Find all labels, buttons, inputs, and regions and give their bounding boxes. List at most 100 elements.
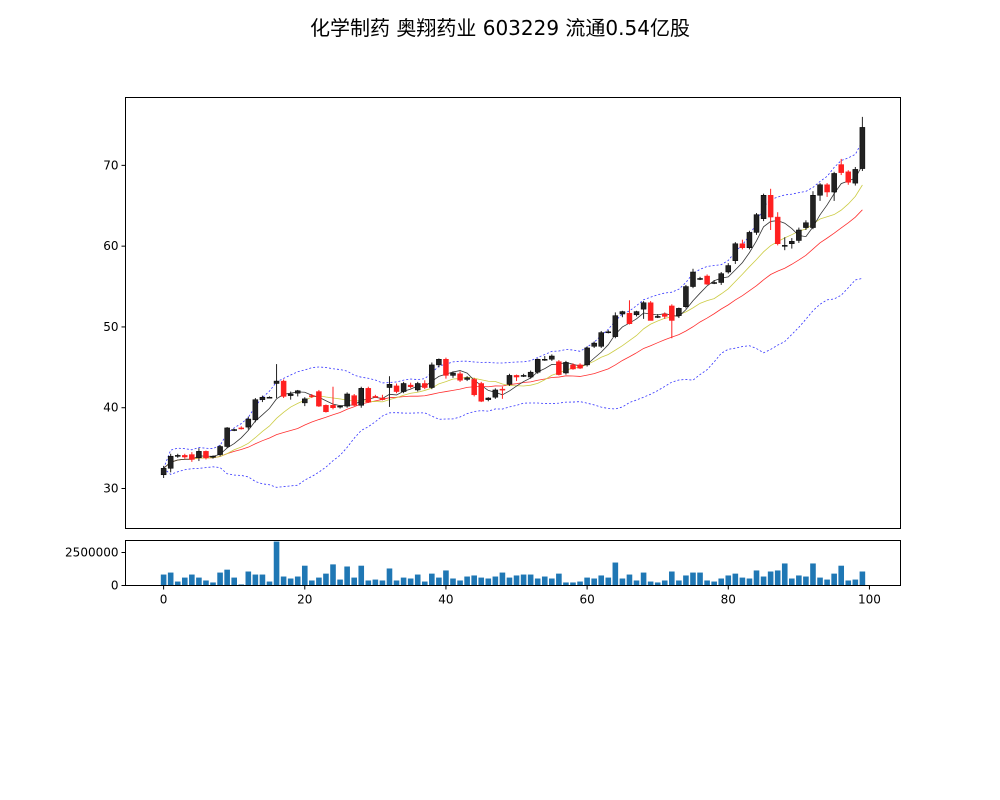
y-tick-label: 60 [103, 239, 118, 253]
candle-body [464, 377, 470, 380]
candle-body [231, 429, 237, 431]
candle-body [457, 373, 463, 381]
candle-body [203, 451, 209, 459]
candle-body [626, 312, 633, 324]
volume-bar [640, 572, 647, 586]
volume-bar [690, 572, 696, 586]
volume-bar [287, 578, 294, 586]
volume-bar [294, 576, 301, 586]
candle-body [358, 388, 364, 406]
volume-bar [584, 577, 590, 586]
candle-body [859, 127, 866, 169]
candle-body [662, 313, 668, 317]
volume-bar [316, 577, 322, 586]
volume-tick-label: 0 [111, 579, 119, 593]
candle-body [245, 418, 252, 428]
candle-body [224, 427, 230, 447]
volume-bar [372, 579, 379, 586]
volume-bar [704, 580, 710, 586]
candle-body [266, 396, 273, 399]
volume-bar [633, 580, 640, 586]
volume-bar [739, 577, 746, 586]
candle-body [697, 278, 703, 280]
candle-body [732, 243, 739, 261]
volume-bar [796, 575, 802, 586]
volume-bar [485, 578, 492, 586]
price-axes-frame [125, 97, 901, 529]
volume-bar [344, 566, 350, 586]
boll-lower-line [163, 278, 863, 488]
candle-body [273, 380, 280, 384]
candle-body [640, 302, 647, 310]
candle-body [400, 383, 407, 392]
ma5-line [163, 164, 863, 469]
volume-bar [506, 577, 513, 586]
x-tick-label: 100 [858, 593, 881, 607]
volume-bar [661, 580, 668, 586]
x-tick-label: 0 [160, 593, 168, 607]
volume-axes-frame [125, 540, 901, 586]
candle-body [174, 455, 181, 457]
volume-bar [196, 577, 202, 586]
candle-body [520, 375, 527, 377]
volume-bar [838, 565, 845, 586]
volume-bar [760, 576, 767, 586]
volume-bar [676, 580, 682, 586]
candle-body [725, 265, 732, 273]
volume-bar [386, 568, 393, 586]
candle-body [337, 405, 343, 408]
y-tick-label: 40 [103, 401, 118, 415]
volume-bar [725, 575, 732, 586]
volume-bar [810, 563, 816, 586]
volume-bar [591, 578, 597, 586]
volume-bar [203, 580, 209, 586]
volume-bar [330, 564, 336, 586]
volume-bar [492, 576, 499, 586]
volume-bar [259, 574, 266, 586]
candle-body [760, 195, 767, 219]
x-tick-label: 40 [438, 593, 453, 607]
volume-bar [774, 570, 781, 586]
ma10-line [163, 184, 863, 469]
volume-bar [245, 571, 252, 586]
volume-bar [563, 582, 569, 586]
candle-body [605, 331, 612, 334]
volume-bar [697, 572, 703, 586]
volume-bar [683, 575, 689, 586]
ma20-line [163, 209, 863, 469]
candle-body [746, 232, 753, 249]
volume-bar [189, 574, 195, 586]
candle-body [527, 371, 534, 378]
candle-body [549, 355, 555, 360]
candle-body [365, 388, 372, 403]
candle-body [393, 385, 400, 392]
candle-body [513, 375, 520, 378]
volume-bar [499, 572, 506, 586]
candle-body [817, 184, 823, 196]
volume-bar [429, 573, 435, 586]
candle-body [471, 379, 477, 396]
candle-body [386, 384, 393, 388]
volume-bar [549, 578, 555, 586]
candle-body [294, 390, 301, 394]
candle-body [598, 332, 604, 347]
volume-bar [803, 576, 809, 586]
candle-body [845, 171, 852, 183]
volume-bar [436, 577, 442, 586]
candle-body [238, 427, 245, 430]
candle-body [478, 383, 484, 402]
candle-body [422, 383, 428, 388]
candle-body [436, 359, 442, 366]
candle-body [570, 364, 576, 370]
volume-bar [831, 573, 837, 586]
volume-bar [513, 575, 520, 586]
volume-bar [577, 581, 583, 586]
candle-body [619, 311, 626, 315]
volume-bar [852, 579, 859, 586]
candle-body [372, 396, 379, 398]
volume-bar [393, 580, 400, 586]
volume-bar [711, 581, 717, 586]
candle-body [852, 169, 859, 184]
candle-body [414, 383, 421, 391]
candle-body [838, 164, 844, 173]
